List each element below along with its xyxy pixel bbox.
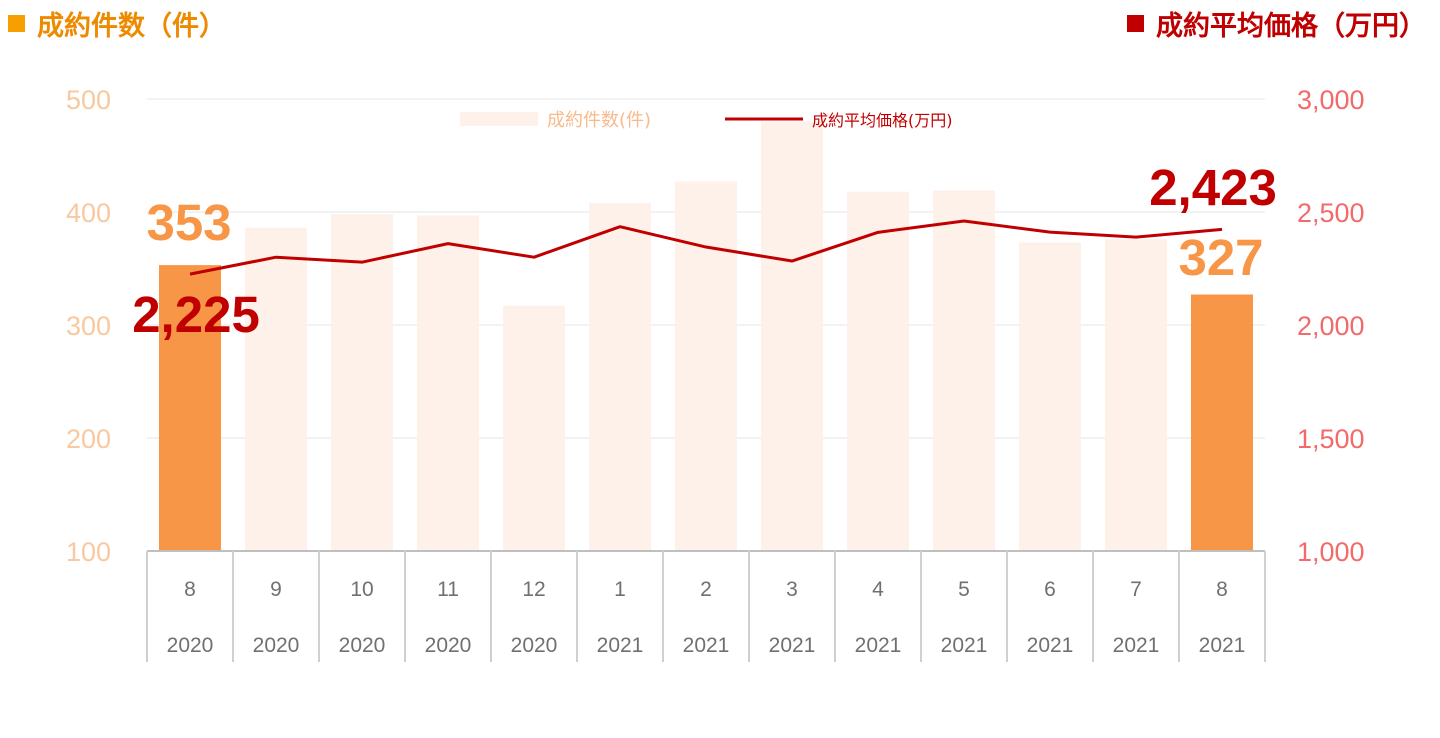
x-month-label: 7 (1130, 578, 1142, 601)
callout-last-count: 327 (1178, 229, 1263, 286)
x-month-label: 2 (700, 578, 712, 601)
y-left-tick-label: 100 (66, 537, 111, 567)
bar (589, 202, 651, 551)
right-axis-title: 成約平均価格（万円） (1127, 4, 1426, 43)
x-year-label: 2021 (1113, 634, 1160, 657)
x-month-label: 12 (522, 578, 545, 601)
x-year-label: 2020 (339, 634, 386, 657)
y-right-tick-label: 2,000 (1297, 311, 1365, 341)
bar (417, 215, 479, 551)
x-year-label: 2021 (1199, 634, 1246, 657)
x-year-label: 2020 (511, 634, 558, 657)
bar (933, 190, 995, 551)
bar (1105, 239, 1167, 551)
bar (159, 265, 221, 551)
x-year-label: 2021 (597, 634, 644, 657)
right-title-square-icon (1127, 15, 1144, 32)
bar (675, 181, 737, 552)
x-year-label: 2020 (253, 634, 300, 657)
y-left-tick-label: 500 (66, 85, 111, 115)
x-month-label: 3 (786, 578, 798, 601)
x-month-label: 8 (1216, 578, 1228, 601)
bar (503, 305, 565, 551)
left-axis-title-text: 成約件数（件） (37, 11, 226, 42)
y-left-tick-label: 400 (66, 198, 111, 228)
x-month-label: 1 (614, 578, 626, 601)
x-month-label: 6 (1044, 578, 1056, 601)
bar (245, 227, 307, 551)
legend: 成約件数(件) 成約平均価格(万円) (460, 110, 953, 131)
x-month-label: 11 (437, 578, 459, 601)
x-year-label: 2021 (855, 634, 902, 657)
callout-first-price: 2,225 (132, 286, 260, 343)
y-right-tick-label: 1,500 (1297, 424, 1365, 454)
bar (1019, 242, 1081, 551)
y-left-tick-label: 200 (66, 424, 111, 454)
x-year-label: 2020 (167, 634, 214, 657)
y-right-tick-label: 3,000 (1297, 85, 1365, 115)
bar (1191, 294, 1253, 551)
y-right-tick-label: 1,000 (1297, 537, 1365, 567)
x-month-label: 8 (184, 578, 196, 601)
x-year-label: 2021 (941, 634, 988, 657)
callout-last-price: 2,423 (1149, 159, 1277, 216)
left-title-square-icon (8, 15, 25, 32)
x-year-label: 2020 (425, 634, 472, 657)
x-year-label: 2021 (683, 634, 730, 657)
line-series (189, 219, 1223, 276)
x-month-label: 10 (350, 578, 373, 601)
bar-series (159, 121, 1253, 552)
x-month-label: 5 (958, 578, 970, 601)
y-right-tick-label: 2,500 (1297, 198, 1365, 228)
right-axis-title-text: 成約平均価格（万円） (1156, 11, 1426, 42)
legend-bar-label: 成約件数(件) (547, 110, 651, 131)
x-month-label: 9 (270, 578, 282, 601)
y-left-tick-label: 300 (66, 311, 111, 341)
bar (331, 214, 393, 551)
bar (761, 121, 823, 551)
bar (847, 191, 909, 551)
x-year-label: 2021 (769, 634, 816, 657)
callout-first-count: 353 (146, 194, 231, 251)
callouts: 353 2,225 2,423 327 (132, 159, 1277, 343)
x-month-label: 4 (872, 578, 884, 601)
legend-bar-swatch (460, 112, 538, 126)
x-year-label: 2021 (1027, 634, 1074, 657)
axes: 100 200 300 400 500 1,000 1,500 2,000 2,500 3,000… (66, 85, 1365, 662)
price-line (189, 219, 1223, 276)
left-axis-title: 成約件数（件） (8, 4, 226, 43)
legend-line-label: 成約平均価格(万円) (812, 111, 953, 130)
